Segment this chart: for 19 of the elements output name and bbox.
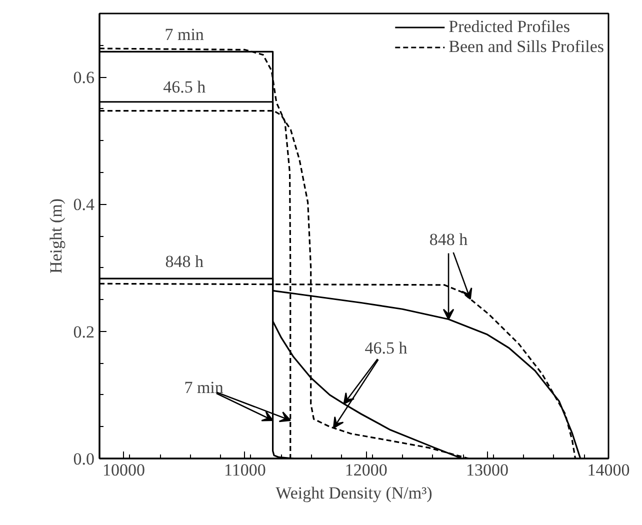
annotation: 848 h	[429, 230, 468, 249]
y-tick-label: 0.2	[73, 322, 94, 342]
y-axis-title: Height (m)	[46, 198, 66, 274]
legend-label: Been and Sills Profiles	[448, 37, 604, 57]
annotation: 46.5 h	[364, 338, 408, 358]
y-tick-label: 0.4	[73, 195, 95, 214]
annotation: 7 min	[184, 378, 224, 397]
y-tick-label: 0.6	[73, 68, 94, 88]
x-tick-label: 14000	[587, 460, 630, 480]
annotation: 7 min	[164, 25, 204, 44]
x-tick-label: 11000	[224, 460, 266, 480]
y-tick-label: 0.0	[73, 450, 94, 468]
x-tick-label: 12000	[344, 460, 388, 480]
annotation: 46.5 h	[163, 77, 206, 96]
legend-label: Predicted Profiles	[448, 17, 570, 37]
x-tick-label: 10000	[102, 460, 145, 480]
x-tick-label: 13000	[466, 460, 509, 480]
annotation: 848 h	[165, 252, 204, 272]
x-axis-title: Weight Density (N/m³)	[276, 484, 432, 502]
